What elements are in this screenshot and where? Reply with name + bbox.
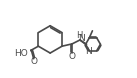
- Text: H: H: [76, 31, 83, 40]
- Text: O: O: [31, 57, 38, 66]
- Text: O: O: [69, 52, 76, 61]
- Text: N: N: [85, 47, 92, 56]
- Text: N: N: [78, 34, 85, 43]
- Text: HO: HO: [14, 49, 28, 58]
